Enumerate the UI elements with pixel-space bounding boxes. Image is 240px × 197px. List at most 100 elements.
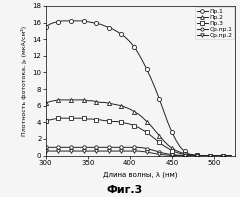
Пр.1 — [221, 154, 224, 157]
Ср.пр.2 — [95, 150, 98, 152]
Пр.1 — [90, 21, 93, 24]
Ср.пр.2 — [213, 154, 216, 157]
Пр.1 — [217, 154, 220, 157]
Ср.пр.2 — [48, 150, 51, 152]
Пр.1 — [107, 26, 110, 29]
Пр.3 — [179, 152, 182, 155]
Пр.1 — [229, 154, 232, 157]
Ср.пр.1 — [158, 151, 161, 153]
Ср.пр.2 — [145, 151, 148, 153]
Пр.2 — [103, 101, 106, 104]
Пр.2 — [78, 99, 81, 101]
Ср.пр.2 — [82, 150, 85, 152]
Ср.пр.2 — [65, 150, 68, 152]
Пр.3 — [44, 120, 47, 122]
Ср.пр.1 — [116, 146, 119, 149]
Пр.1 — [86, 20, 89, 23]
Пр.3 — [204, 154, 207, 157]
Пр.1 — [99, 23, 102, 25]
Пр.1 — [65, 20, 68, 22]
Пр.3 — [120, 121, 123, 124]
Ср.пр.2 — [209, 154, 211, 157]
Ср.пр.1 — [99, 146, 102, 149]
Ср.пр.2 — [107, 150, 110, 152]
Line: Пр.3: Пр.3 — [44, 116, 233, 158]
Пр.2 — [213, 154, 216, 157]
Ср.пр.1 — [175, 154, 178, 156]
Пр.3 — [95, 119, 98, 121]
Ср.пр.1 — [229, 154, 232, 157]
Пр.3 — [57, 117, 60, 119]
Пр.1 — [82, 20, 85, 22]
Пр.1 — [200, 154, 203, 157]
Пр.2 — [150, 125, 152, 127]
X-axis label: Длина волны, λ (нм): Длина волны, λ (нм) — [103, 171, 178, 178]
Пр.2 — [44, 102, 47, 104]
Пр.1 — [124, 36, 127, 39]
Ср.пр.2 — [154, 152, 156, 155]
Ср.пр.1 — [95, 146, 98, 149]
Пр.1 — [133, 46, 136, 48]
Пр.2 — [221, 154, 224, 157]
Ср.пр.1 — [112, 146, 114, 149]
Пр.3 — [61, 117, 64, 119]
Ср.пр.1 — [137, 146, 140, 149]
Пр.3 — [74, 117, 77, 119]
Пр.1 — [61, 20, 64, 22]
Ср.пр.2 — [221, 154, 224, 157]
Пр.2 — [82, 99, 85, 101]
Пр.2 — [124, 106, 127, 109]
Legend: Пр.1, Пр.2, Пр.3, Ср.пр.1, Ср.пр.2: Пр.1, Пр.2, Пр.3, Ср.пр.1, Ср.пр.2 — [195, 7, 234, 39]
Пр.2 — [162, 139, 165, 142]
Пр.1 — [78, 20, 81, 22]
Ср.пр.1 — [74, 146, 77, 149]
Пр.3 — [166, 147, 169, 149]
Пр.3 — [221, 154, 224, 157]
Пр.2 — [90, 99, 93, 102]
Ср.пр.2 — [187, 154, 190, 157]
Пр.1 — [183, 150, 186, 153]
Ср.пр.1 — [162, 152, 165, 154]
Ср.пр.2 — [78, 150, 81, 152]
Ср.пр.1 — [187, 154, 190, 157]
Ср.пр.1 — [103, 146, 106, 149]
Пр.2 — [48, 100, 51, 103]
Пр.3 — [78, 117, 81, 119]
Text: Фиг.3: Фиг.3 — [107, 185, 143, 195]
Пр.3 — [209, 154, 211, 157]
Пр.2 — [99, 101, 102, 104]
Ср.пр.2 — [112, 150, 114, 152]
Ср.пр.1 — [150, 149, 152, 151]
Ср.пр.1 — [183, 154, 186, 157]
Line: Ср.пр.2: Ср.пр.2 — [44, 149, 233, 158]
Пр.2 — [166, 144, 169, 146]
Ср.пр.2 — [217, 154, 220, 157]
Ср.пр.1 — [209, 154, 211, 157]
Пр.1 — [137, 52, 140, 55]
Пр.3 — [69, 117, 72, 119]
Пр.2 — [53, 99, 55, 102]
Пр.1 — [196, 154, 199, 156]
Ср.пр.2 — [128, 150, 131, 152]
Ср.пр.2 — [150, 152, 152, 154]
Пр.2 — [86, 99, 89, 102]
Пр.2 — [120, 105, 123, 107]
Пр.1 — [166, 121, 169, 124]
Пр.3 — [133, 125, 136, 127]
Пр.3 — [229, 154, 232, 157]
Ср.пр.1 — [78, 146, 81, 149]
Ср.пр.1 — [192, 154, 194, 157]
Ср.пр.1 — [200, 154, 203, 157]
Пр.3 — [171, 150, 174, 152]
Ср.пр.2 — [124, 150, 127, 152]
Ср.пр.1 — [141, 147, 144, 149]
Пр.3 — [183, 153, 186, 156]
Пр.2 — [179, 151, 182, 153]
Пр.1 — [154, 87, 156, 89]
Пр.2 — [57, 99, 60, 101]
Ср.пр.1 — [124, 146, 127, 149]
Пр.3 — [162, 144, 165, 147]
Ср.пр.2 — [61, 150, 64, 152]
Пр.3 — [145, 131, 148, 134]
Пр.1 — [128, 41, 131, 43]
